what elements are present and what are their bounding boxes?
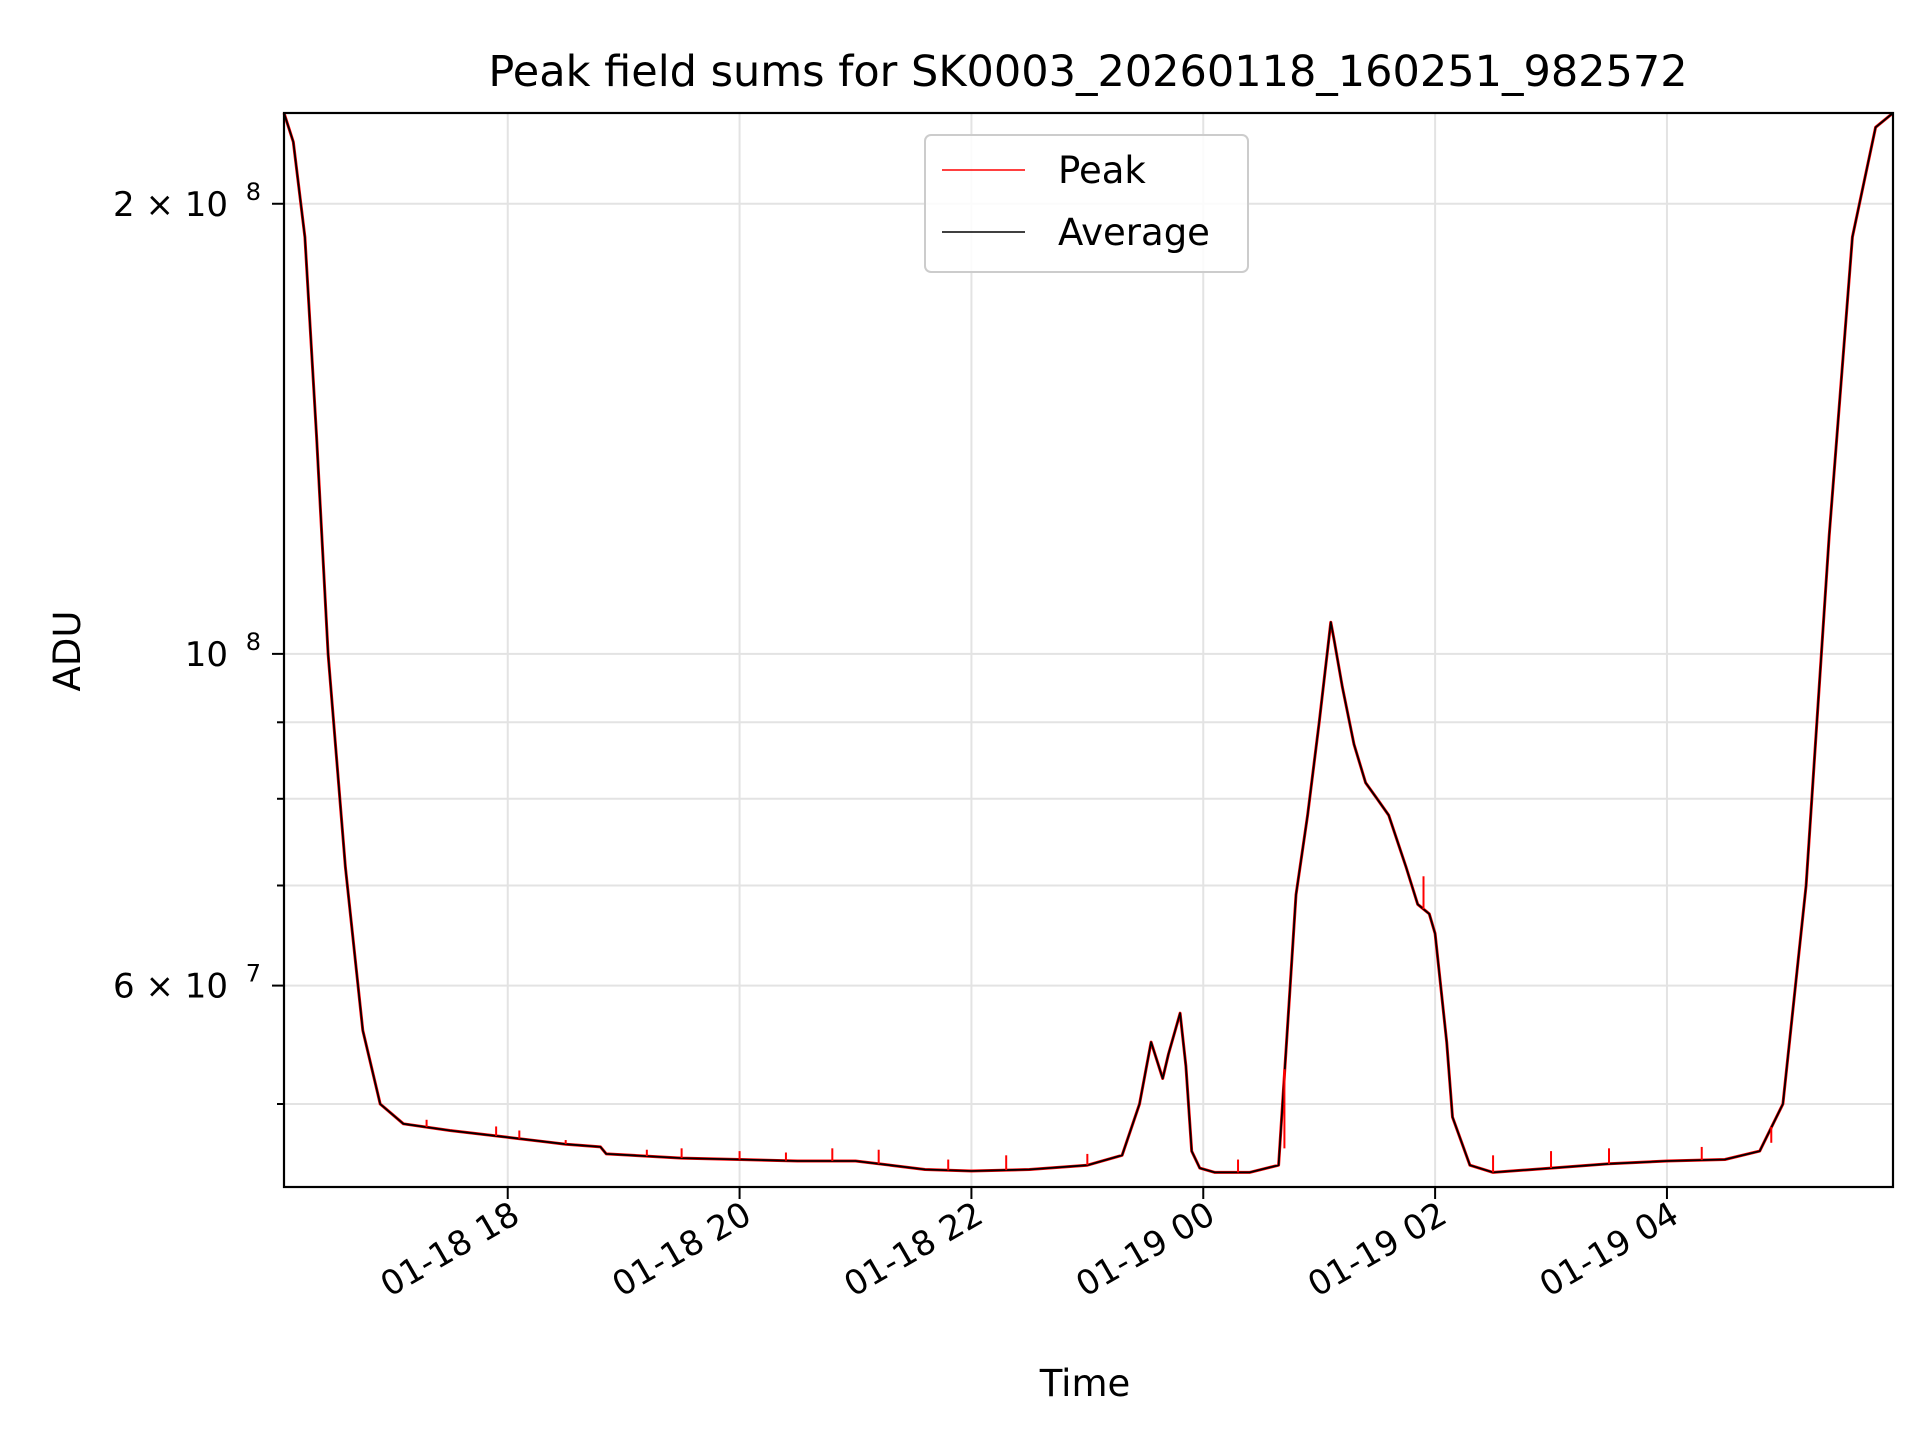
chart-title: Peak field sums for SK0003_20260118_1602…	[488, 47, 1687, 97]
y-tick-exponent: 8	[246, 628, 261, 656]
y-tick-label: 10	[185, 635, 228, 675]
y-tick-label: 6 × 10	[113, 967, 228, 1007]
average-series-line	[283, 112, 1894, 1174]
legend-peak-label: Peak	[1058, 149, 1146, 192]
y-tick-exponent: 8	[246, 178, 261, 206]
series-layer	[282, 111, 1894, 1174]
y-tick-label: 2 × 10	[113, 185, 228, 225]
legend-average-label: Average	[1058, 211, 1210, 254]
legend: Peak Average	[924, 134, 1249, 273]
y-axis-label: ADU	[46, 611, 89, 692]
plot-frame	[282, 111, 1895, 1189]
y-tick-exponent: 7	[246, 960, 261, 988]
x-axis-label: Time	[1039, 1362, 1131, 1405]
